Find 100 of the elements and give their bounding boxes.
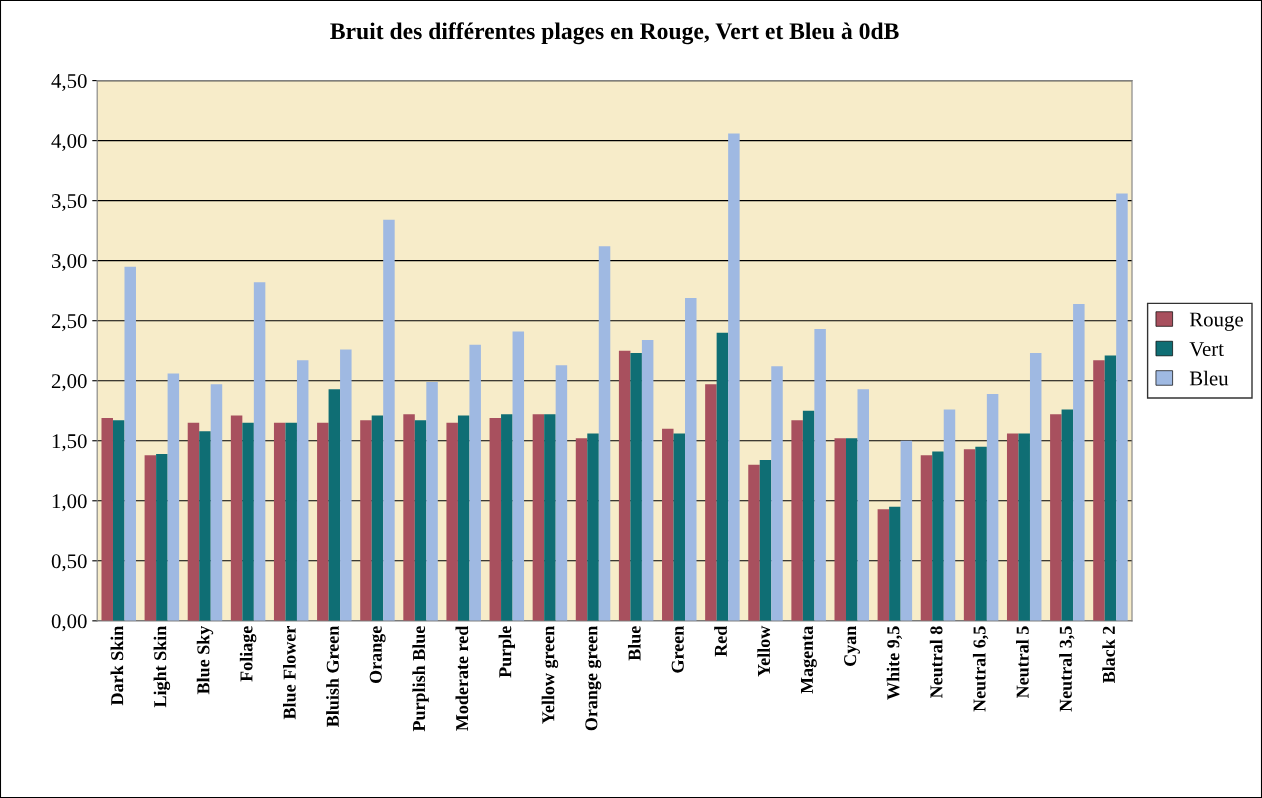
bar: [920, 455, 933, 621]
bar: [199, 431, 211, 621]
x-tick-label: White 9,5: [886, 626, 902, 700]
bar: [889, 506, 901, 621]
x-tick-label: Cyan: [844, 625, 860, 666]
x-tick-label: Yellow: [757, 625, 771, 677]
y-tick-label: 3,00: [51, 254, 87, 272]
bar: [1006, 433, 1019, 621]
bar: [501, 414, 513, 621]
bar: [1018, 433, 1030, 621]
bar: [728, 133, 740, 621]
bar: [469, 344, 481, 621]
bar: [587, 433, 599, 621]
bar: [230, 415, 243, 621]
x-tick-label: Dark Skin: [110, 625, 124, 706]
bar: [1093, 360, 1105, 621]
bar: [544, 414, 556, 621]
bar: [273, 422, 286, 621]
bar: [555, 365, 568, 621]
bar: [414, 420, 427, 621]
bar: [1061, 409, 1074, 621]
bar: [641, 339, 654, 621]
x-tick-label: Purplish Blue: [412, 626, 429, 732]
bar: [426, 381, 438, 621]
y-tick-label: 0,50: [51, 554, 87, 572]
x-tick-label: Blue Flower: [283, 626, 296, 720]
x-tick-label: Orange green: [585, 625, 602, 731]
bar: [446, 422, 458, 621]
bar: [975, 446, 987, 621]
bar: [167, 373, 180, 621]
x-tick-label: Red: [714, 625, 727, 657]
bar: [1029, 353, 1042, 621]
chart-title: Bruit des différentes plages en Rouge, Vert et Bleu à 0dB: [330, 22, 899, 45]
bar: [124, 266, 136, 621]
bar: [802, 410, 815, 621]
x-tick-label: Neutral 6,5: [972, 626, 989, 712]
x-tick-label: Light Skin: [153, 625, 171, 708]
bar: [1104, 355, 1117, 621]
bar: [296, 360, 309, 621]
y-tick-label: 1,00: [52, 494, 87, 512]
bar: [877, 509, 890, 621]
bar: [814, 329, 826, 621]
bar: [383, 219, 395, 621]
bar: [771, 366, 783, 621]
bar: [846, 438, 858, 621]
bar: [210, 384, 223, 621]
bar: [598, 246, 611, 621]
bar: [943, 409, 956, 621]
bar: [932, 451, 944, 621]
y-tick-label: 2,50: [51, 314, 87, 332]
bar: [242, 422, 254, 621]
bar: [1073, 303, 1085, 621]
bar: [360, 420, 372, 621]
bar: [986, 393, 999, 621]
bar: [253, 282, 266, 621]
bar: [285, 422, 297, 621]
bar: [685, 297, 697, 621]
x-tick-label: Black 2: [1102, 626, 1115, 684]
bar: [791, 420, 803, 621]
y-tick-label: 1,50: [52, 434, 87, 452]
bar: [403, 414, 415, 621]
bar: [101, 417, 113, 621]
bar: [748, 464, 760, 621]
x-tick-label: Bluish Green: [326, 625, 339, 727]
x-tick-label: Neutral 5: [1016, 626, 1029, 699]
x-tick-label: Yellow green: [541, 625, 559, 724]
legend-label: Bleu: [1189, 370, 1229, 386]
y-tick-label: 0,00: [51, 614, 87, 632]
bar: [457, 415, 470, 621]
bar: [673, 433, 686, 621]
x-tick-label: Purple: [498, 626, 515, 678]
x-tick-label: Moderate red: [455, 625, 469, 731]
x-tick-label: Foliage: [239, 626, 257, 682]
bar: [963, 449, 976, 621]
bar: [900, 440, 913, 621]
x-tick-label: Neutral 8: [929, 626, 943, 699]
x-tick-label: Blue Sky: [196, 625, 214, 695]
x-tick-label: Neutral 3,5: [1059, 626, 1075, 712]
bar: [630, 353, 642, 621]
bar: [328, 389, 341, 621]
bar: [317, 422, 329, 621]
bar: [1050, 414, 1062, 621]
bar: [371, 415, 384, 621]
y-tick-label: 4,00: [51, 134, 87, 152]
bar: [156, 453, 168, 621]
bar: [857, 389, 869, 621]
bar: [834, 438, 846, 621]
y-tick-label: 3,50: [51, 194, 87, 212]
bar: [1116, 193, 1128, 621]
x-tick-label: Green: [671, 625, 684, 673]
bar: [575, 438, 588, 621]
bar: [340, 349, 352, 621]
x-tick-label: Orange: [369, 626, 386, 683]
bar: [512, 331, 525, 621]
y-tick-label: 4,50: [51, 73, 87, 92]
y-tick-label: 2,00: [51, 374, 87, 392]
bar: [144, 455, 157, 621]
bar: [716, 332, 729, 621]
bar: [532, 414, 545, 621]
legend-label: Rouge: [1189, 312, 1243, 331]
